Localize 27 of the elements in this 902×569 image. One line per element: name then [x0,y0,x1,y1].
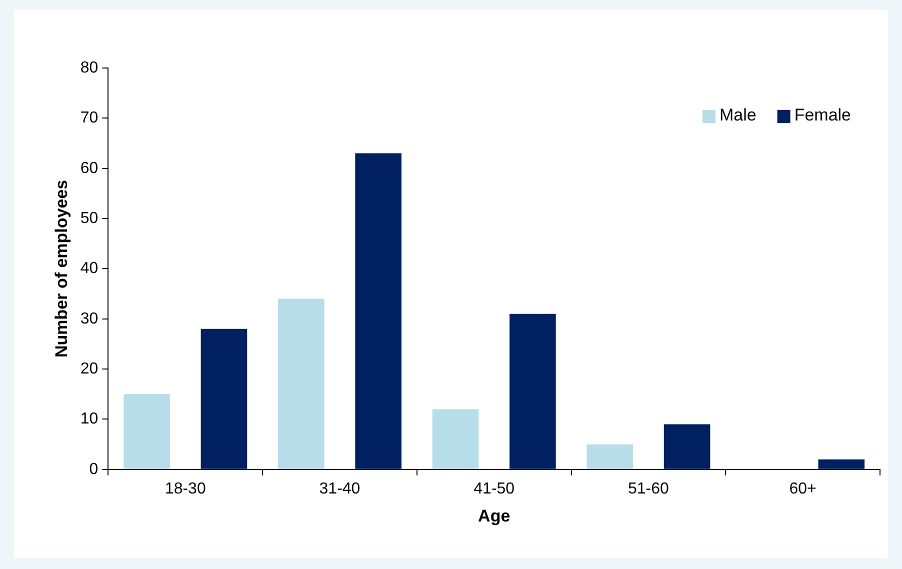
y-tick-label: 50 [80,210,98,227]
y-axis-title: Number of employees [52,180,71,358]
y-tick-label: 40 [80,260,98,278]
x-tick-label: 51-60 [628,480,670,498]
bar [200,328,248,469]
y-tick-label: 70 [80,110,98,127]
x-tick-label: 18-30 [164,480,206,498]
y-tick-label: 80 [80,59,98,76]
bar [818,459,865,469]
x-axis-title: Age [478,506,510,526]
x-tick-label: 60+ [789,480,816,498]
legend-label: Female [794,106,851,125]
y-tick-label: 10 [80,410,98,428]
bar [432,409,479,469]
bar [355,153,402,469]
x-tick-label: 41-50 [474,480,515,498]
bar [510,314,556,469]
legend-label: Male [719,106,756,125]
bar [278,298,324,469]
bar [664,424,710,469]
y-tick-label: 0 [89,460,98,478]
bar [124,394,170,469]
y-tick-label: 60 [80,160,98,177]
y-tick-label: 20 [80,360,98,378]
y-tick-label: 30 [80,310,98,328]
bar [586,444,634,469]
x-tick-label: 31-40 [319,480,360,498]
